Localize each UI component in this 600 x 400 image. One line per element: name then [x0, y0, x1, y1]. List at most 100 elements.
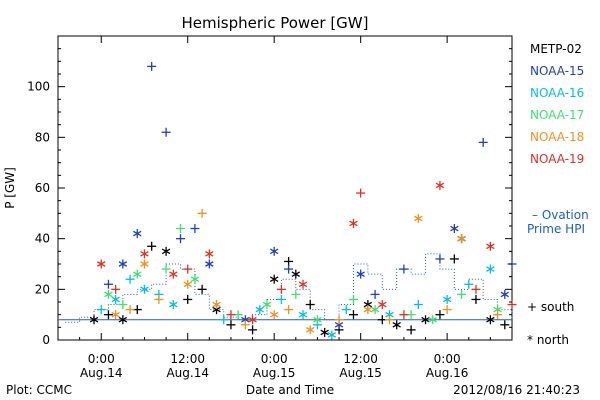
- legend-entry: NOAA-18: [530, 130, 584, 144]
- legend-entry: METP-02: [530, 42, 582, 56]
- star-mark-stroke: [262, 301, 272, 308]
- data-point: [161, 127, 171, 137]
- plot-area: [57, 35, 513, 341]
- star-mark-stroke: [183, 281, 192, 288]
- star-mark-stroke: [370, 306, 380, 313]
- data-point: [298, 310, 308, 320]
- x-tick-label-date: Aug.14: [166, 366, 209, 380]
- legend-entry: NOAA-16: [530, 86, 584, 100]
- data-point: [183, 264, 193, 274]
- data-point: [356, 269, 365, 279]
- data-point: [435, 310, 445, 320]
- star-mark-stroke: [212, 301, 221, 308]
- plot-frame: [57, 35, 513, 341]
- star-mark-stroke: [500, 291, 510, 298]
- star-mark-stroke: [241, 316, 250, 323]
- star-mark-stroke: [392, 321, 401, 328]
- data-point: [298, 279, 308, 289]
- data-point: [306, 325, 315, 335]
- star-mark-stroke: [133, 271, 142, 277]
- ovation-legend-line2: Prime HPI: [527, 222, 585, 236]
- star-mark-stroke: [363, 306, 373, 313]
- data-point: [457, 289, 467, 299]
- data-point: [176, 234, 186, 244]
- x-axis-label: Date and Time: [246, 383, 334, 397]
- x-tick-label-date: Aug.15: [253, 366, 296, 380]
- star-mark-stroke: [111, 296, 120, 303]
- star-mark-stroke: [291, 271, 301, 277]
- data-point: [205, 259, 214, 269]
- star-mark-stroke: [450, 225, 459, 232]
- data-point: [161, 246, 171, 256]
- data-point: [305, 300, 315, 310]
- data-point: [269, 274, 279, 284]
- symbol-legend: + south * north: [527, 300, 574, 347]
- data-point: [449, 254, 459, 264]
- star-mark-stroke: [356, 271, 365, 277]
- star-mark-stroke: [486, 243, 495, 250]
- data-point: [169, 300, 178, 310]
- star-mark-stroke: [486, 316, 495, 323]
- data-point: [133, 229, 142, 239]
- star-mark-stroke: [349, 220, 358, 227]
- data-point: [118, 259, 128, 269]
- data-point: [226, 320, 236, 330]
- data-point: [334, 315, 344, 325]
- data-point: [406, 325, 416, 335]
- data-point: [486, 264, 495, 274]
- star-mark-stroke: [89, 316, 99, 323]
- data-point: [471, 294, 481, 304]
- data-point: [442, 305, 452, 315]
- star-mark-stroke: [428, 316, 437, 323]
- data-point: [103, 310, 113, 320]
- data-point: [219, 315, 229, 325]
- data-point: [96, 305, 106, 315]
- data-point: [276, 284, 286, 294]
- data-point: [147, 61, 157, 71]
- x-tick-label-time: 12:00: [170, 352, 205, 366]
- axes: 0204060801000:00Aug.1412:00Aug.140:00Aug…: [27, 36, 513, 380]
- data-point: [442, 294, 452, 304]
- data-point: [284, 264, 294, 274]
- star-mark-stroke: [421, 316, 430, 323]
- data-point: [183, 279, 192, 289]
- star-mark-stroke: [313, 316, 322, 323]
- data-point: [111, 284, 121, 294]
- star-mark-stroke: [118, 261, 128, 267]
- star-mark-stroke: [334, 321, 344, 328]
- x-tick-label-date: Aug.14: [80, 366, 123, 380]
- ovation-legend: – Ovation Prime HPI: [527, 208, 589, 236]
- data-point: [457, 234, 466, 244]
- data-point: [111, 294, 120, 304]
- x-tick-label-time: 0:00: [434, 352, 461, 366]
- star-mark-stroke: [169, 301, 178, 308]
- star-mark-stroke: [140, 286, 149, 293]
- star-mark-stroke: [306, 327, 315, 333]
- data-point: [89, 315, 99, 325]
- star-mark-stroke: [486, 266, 495, 272]
- star-mark-stroke: [327, 332, 337, 338]
- data-point: [169, 269, 178, 279]
- data-point: [276, 294, 286, 304]
- data-point: [269, 310, 279, 320]
- y-tick-label: 80: [35, 130, 50, 144]
- data-point: [399, 310, 409, 320]
- footer-right-timestamp: 2012/08/16 21:40:23: [453, 383, 580, 397]
- data-point: [176, 224, 186, 234]
- data-point: [493, 310, 503, 320]
- y-axis-label: P [GW]: [3, 167, 17, 209]
- data-point: [140, 249, 149, 259]
- data-point: [500, 289, 510, 299]
- y-tick-label: 40: [35, 232, 50, 246]
- data-point: [205, 249, 214, 259]
- star-mark-stroke: [298, 281, 308, 288]
- data-point: [269, 246, 279, 256]
- star-mark-stroke: [414, 215, 423, 222]
- y-tick-label: 60: [35, 181, 50, 195]
- data-point: [464, 279, 474, 289]
- ovation-legend-line1: – Ovation: [532, 208, 589, 222]
- star-mark-stroke: [269, 248, 279, 255]
- star-mark-stroke: [140, 261, 149, 267]
- data-point: [327, 330, 337, 340]
